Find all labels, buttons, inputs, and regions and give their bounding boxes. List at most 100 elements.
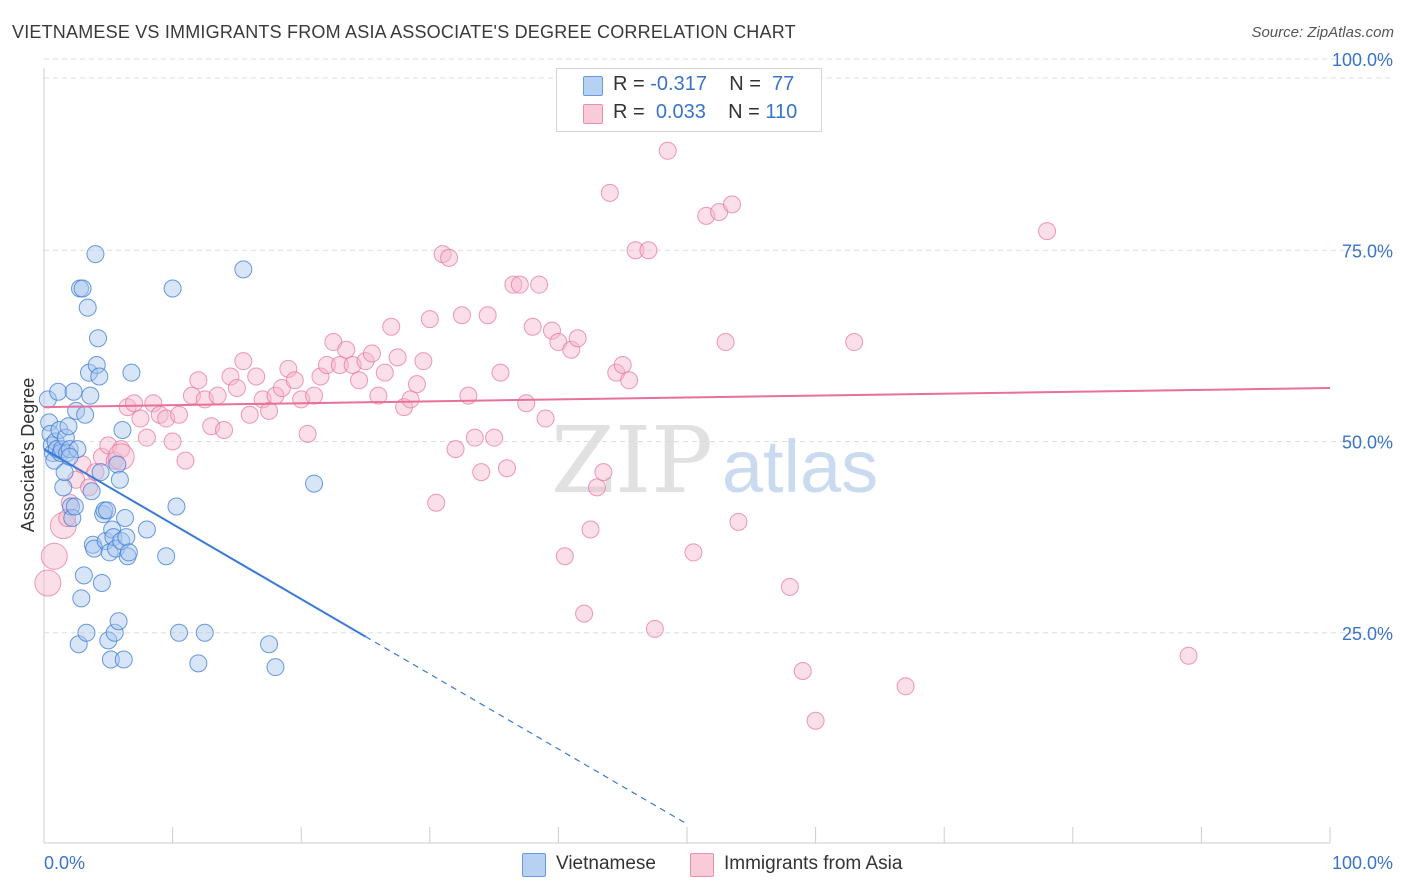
data-point-immigrants [356, 352, 375, 371]
stats-legend: R = -0.317 N = 77 R = 0.033 N = 110 [556, 68, 822, 132]
data-point-vietnamese [170, 623, 189, 642]
data-point-immigrants [542, 321, 561, 340]
data-point-immigrants [144, 394, 163, 413]
n-label: N = [729, 73, 767, 95]
data-point-immigrants [491, 363, 510, 382]
data-point-vietnamese [40, 413, 59, 432]
data-point-immigrants [716, 333, 735, 352]
data-point-vietnamese [73, 279, 92, 298]
data-point-immigrants [234, 352, 253, 371]
data-point-vietnamese [157, 547, 176, 566]
data-point-vietnamese [76, 405, 95, 424]
data-point-immigrants [208, 386, 227, 405]
data-point-immigrants [125, 394, 144, 413]
data-point-immigrants [536, 409, 555, 428]
data-point-immigrants [510, 275, 529, 294]
data-point-vietnamese [87, 356, 106, 374]
r-value: -0.317 [650, 73, 707, 95]
data-point-vietnamese [60, 447, 79, 466]
data-point-immigrants [465, 428, 484, 447]
data-point-immigrants [472, 463, 491, 482]
data-point-immigrants [34, 569, 62, 597]
data-point-vietnamese [113, 421, 132, 440]
trend-line-immigrants [43, 386, 1331, 409]
data-point-vietnamese [90, 367, 109, 386]
data-point-immigrants [845, 333, 864, 352]
data-point-immigrants [260, 401, 279, 420]
data-point-vietnamese [167, 497, 186, 516]
tick-labels: 25.0% 50.0% 75.0% 100.0% 0.0% 100.0% [44, 50, 1393, 873]
data-point-immigrants [504, 275, 523, 294]
data-point-vietnamese [189, 654, 208, 673]
data-point-immigrants [497, 459, 516, 478]
trend-line-vietnamese [43, 448, 367, 638]
data-point-immigrants [382, 317, 401, 336]
legend-swatch-pink [690, 853, 714, 877]
data-point-immigrants [523, 317, 542, 336]
data-point-immigrants [723, 195, 742, 214]
data-point-vietnamese [98, 501, 117, 520]
data-point-vietnamese [108, 455, 127, 474]
data-point-vietnamese [105, 623, 124, 642]
data-point-immigrants [240, 405, 259, 424]
data-point-immigrants [189, 371, 208, 390]
data-point-immigrants [298, 424, 317, 443]
data-point-immigrants [247, 367, 266, 386]
data-point-immigrants [388, 348, 407, 367]
data-point-immigrants [420, 310, 439, 329]
data-point-immigrants [658, 141, 677, 160]
data-point-vietnamese [116, 509, 135, 527]
data-point-immigrants [530, 275, 549, 294]
y-tick-label: 100.0% [1332, 50, 1393, 70]
data-point-immigrants [375, 363, 394, 382]
watermark-atlas: atlas [722, 425, 878, 508]
data-point-immigrants [362, 344, 381, 363]
data-point-vietnamese [50, 421, 69, 440]
data-point-immigrants [401, 390, 420, 409]
data-point-immigrants [587, 478, 606, 497]
chart-title: VIETNAMESE VS IMMIGRANTS FROM ASIA ASSOC… [12, 22, 796, 42]
y-axis-label: Associate's Degree [18, 378, 38, 533]
n-value: 110 [765, 101, 798, 123]
data-point-vietnamese [117, 528, 136, 547]
data-point-immigrants [337, 340, 356, 359]
data-point-vietnamese [119, 543, 138, 562]
data-point-immigrants [215, 421, 234, 440]
source-label: Source: ZipAtlas.com [1251, 24, 1394, 41]
data-point-immigrants [517, 394, 536, 413]
data-point-vietnamese [110, 470, 129, 489]
r-value: 0.033 [655, 101, 706, 123]
data-point-vietnamese [46, 432, 65, 451]
data-point-immigrants [369, 386, 388, 405]
data-point-immigrants [350, 371, 369, 390]
data-point-immigrants [555, 547, 574, 566]
data-point-immigrants [806, 711, 825, 730]
series-vietnamese-points [38, 245, 324, 677]
data-point-vietnamese [99, 631, 118, 650]
data-point-immigrants [896, 677, 915, 696]
r-label: R = [613, 73, 651, 95]
data-point-immigrants [414, 352, 433, 371]
data-point-immigrants [163, 432, 182, 451]
data-point-immigrants [446, 440, 465, 459]
data-point-vietnamese [80, 363, 99, 382]
data-point-vietnamese [56, 428, 75, 447]
data-point-vietnamese [72, 589, 91, 608]
y-tick-label: 25.0% [1342, 624, 1393, 644]
data-point-immigrants [581, 520, 600, 539]
data-point-vietnamese [305, 474, 324, 493]
data-point-immigrants [613, 356, 632, 374]
data-point-vietnamese [234, 260, 253, 279]
data-point-immigrants [137, 428, 156, 447]
data-point-immigrants [639, 241, 658, 260]
data-point-vietnamese [81, 386, 100, 405]
data-point-immigrants [562, 340, 581, 359]
data-point-immigrants [594, 463, 613, 482]
data-point-immigrants [317, 356, 336, 374]
data-point-immigrants [575, 604, 594, 623]
data-point-immigrants [221, 367, 240, 386]
trend-lines [43, 386, 1331, 825]
data-point-vietnamese [91, 463, 110, 482]
data-point-immigrants [793, 662, 812, 680]
watermark-zip: ZIP [551, 407, 713, 514]
